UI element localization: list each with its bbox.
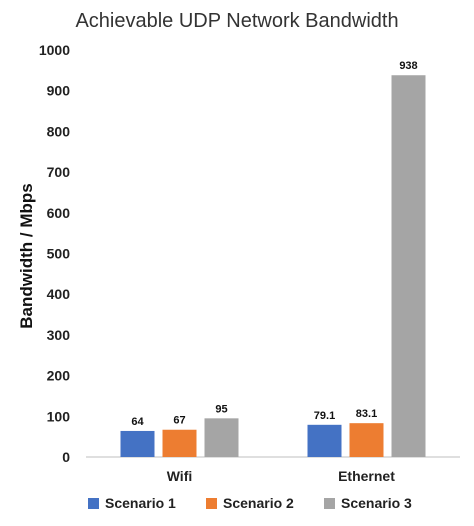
bar-wifi-scenario-3 [204, 418, 239, 457]
y-tick-label: 200 [47, 368, 71, 384]
y-tick-label: 600 [47, 205, 71, 221]
legend-label: Scenario 3 [341, 495, 412, 511]
x-category-label: Wifi [167, 468, 193, 484]
bar-wifi-scenario-1 [120, 430, 155, 457]
data-label-group: 64 67 95 79.1 83.1 938 [131, 60, 417, 428]
y-tick-label: 1000 [39, 42, 70, 58]
y-tick-label: 900 [47, 83, 71, 99]
data-label: 83.1 [356, 408, 377, 420]
legend-swatch [88, 498, 99, 509]
data-label: 938 [399, 60, 417, 72]
data-label: 64 [131, 416, 144, 428]
y-tick-label: 500 [47, 246, 71, 262]
chart-title: Achievable UDP Network Bandwidth [75, 10, 398, 32]
y-axis-ticks: 0 100 200 300 400 500 600 700 800 900 1000 [39, 42, 70, 465]
y-tick-label: 0 [62, 449, 70, 465]
y-tick-label: 100 [47, 408, 71, 424]
y-axis-label: Bandwidth / Mbps [17, 183, 36, 328]
x-category-label: Ethernet [338, 468, 395, 484]
category-labels: Wifi Ethernet [167, 468, 395, 484]
data-label: 79.1 [314, 410, 335, 422]
bar-ethernet-scenario-3 [391, 75, 426, 457]
bar-group [120, 75, 426, 457]
legend-swatch [206, 498, 217, 509]
y-tick-label: 800 [47, 123, 71, 139]
y-tick-label: 700 [47, 164, 71, 180]
bar-ethernet-scenario-2 [349, 423, 384, 457]
y-tick-label: 400 [47, 286, 71, 302]
y-tick-label: 300 [47, 327, 71, 343]
data-label: 67 [173, 415, 185, 427]
data-label: 95 [215, 403, 227, 415]
bar-wifi-scenario-2 [162, 429, 197, 457]
legend-label: Scenario 2 [223, 495, 294, 511]
legend: Scenario 1 Scenario 2 Scenario 3 [88, 495, 412, 511]
legend-swatch [324, 498, 335, 509]
legend-label: Scenario 1 [105, 495, 176, 511]
bar-ethernet-scenario-1 [307, 424, 342, 457]
